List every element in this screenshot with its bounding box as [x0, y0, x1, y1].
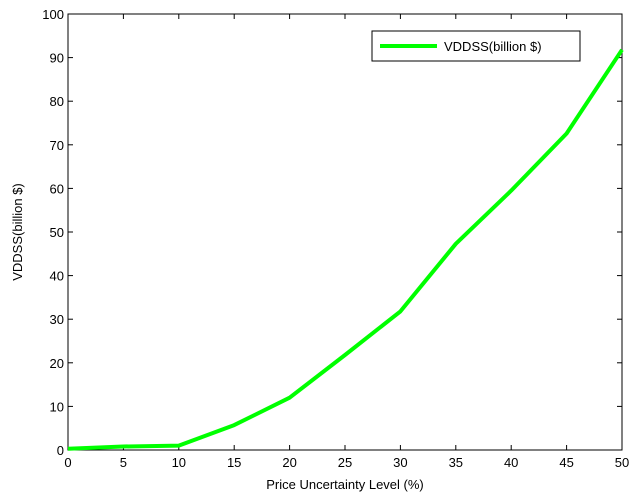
- plot-area: [67, 13, 623, 451]
- y-tick-label: 100: [42, 7, 64, 22]
- y-tick-label: 70: [50, 138, 64, 153]
- x-axis-ticks: 0 5 10 15 20 25 30 35 40 45 50: [64, 14, 629, 470]
- legend-label: VDDSS(billion $): [444, 39, 542, 54]
- y-tick-label: 40: [50, 269, 64, 284]
- y-tick-label: 30: [50, 312, 64, 327]
- x-tick-label: 30: [393, 455, 407, 470]
- y-tick-label: 0: [57, 443, 64, 458]
- series-line-vddss: [67, 48, 624, 451]
- y-tick-label: 60: [50, 181, 64, 196]
- y-tick-label: 50: [50, 225, 64, 240]
- y-tick-label: 20: [50, 356, 64, 371]
- y-tick-label: 80: [50, 94, 64, 109]
- x-tick-label: 0: [64, 455, 71, 470]
- x-tick-label: 50: [615, 455, 629, 470]
- x-axis-label: Price Uncertainty Level (%): [266, 477, 424, 492]
- x-tick-label: 35: [449, 455, 463, 470]
- x-tick-label: 15: [227, 455, 241, 470]
- x-tick-label: 25: [338, 455, 352, 470]
- legend: VDDSS(billion $): [371, 30, 581, 62]
- x-tick-label: 40: [504, 455, 518, 470]
- x-tick-label: 10: [172, 455, 186, 470]
- x-tick-label: 20: [282, 455, 296, 470]
- y-tick-label: 10: [50, 399, 64, 414]
- x-tick-label: 45: [559, 455, 573, 470]
- x-tick-label: 5: [120, 455, 127, 470]
- y-tick-label: 90: [50, 51, 64, 66]
- y-axis-ticks: 0 10 20 30 40 50 60 70 80 90 100: [42, 7, 622, 458]
- y-axis-label: VDDSS(billion $): [10, 183, 25, 281]
